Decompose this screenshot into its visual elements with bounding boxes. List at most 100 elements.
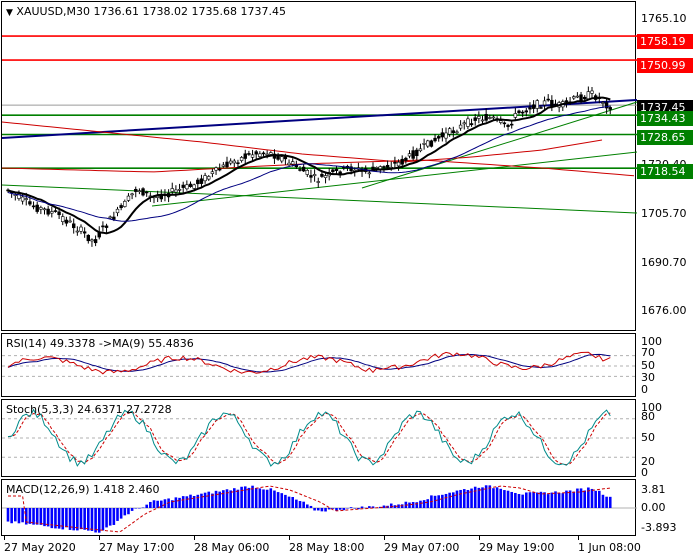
time-axis-label: 29 May 19:00 bbox=[479, 541, 555, 554]
price-axis-label: 1690.70 bbox=[641, 256, 687, 269]
stoch-axis-label: 100 bbox=[641, 401, 662, 414]
time-axis-label: 29 May 07:00 bbox=[384, 541, 460, 554]
price-candle bbox=[265, 153, 269, 156]
macd-histogram-bar bbox=[382, 505, 386, 508]
rsi-label: RSI(14) 49.3378 ->MA(9) 55.4836 bbox=[6, 337, 194, 350]
price-candle bbox=[535, 100, 539, 109]
price-candle bbox=[349, 166, 353, 172]
price-candle bbox=[400, 158, 404, 165]
macd-histogram-bar bbox=[433, 495, 437, 508]
macd-histogram-bar bbox=[138, 508, 141, 509]
stochastic-canvas bbox=[2, 408, 637, 467]
price-chart-panel[interactable]: ▼ XAUUSD,M30 1736.61 1738.02 1735.68 173… bbox=[1, 1, 637, 331]
macd-histogram-bar bbox=[353, 508, 357, 509]
macd-histogram-bar bbox=[211, 493, 214, 508]
price-candle bbox=[517, 110, 521, 114]
macd-panel[interactable]: MACD(12,26,9) 1.418 2.460 bbox=[1, 479, 637, 536]
price-candle bbox=[509, 123, 514, 126]
price-candle bbox=[374, 167, 379, 169]
price-candle bbox=[301, 166, 306, 172]
macd-histogram-bar bbox=[346, 508, 349, 509]
macd-histogram-bar bbox=[565, 490, 568, 508]
macd-histogram-bar bbox=[17, 508, 21, 524]
macd-histogram-bar bbox=[481, 487, 484, 508]
macd-histogram-bar bbox=[152, 500, 156, 508]
price-candle bbox=[429, 140, 434, 147]
price-candle bbox=[17, 193, 21, 199]
macd-histogram-bar bbox=[196, 494, 200, 508]
price-candle bbox=[422, 143, 426, 145]
macd-histogram-bar bbox=[594, 490, 597, 508]
macd-histogram-bar bbox=[291, 497, 294, 508]
symbol-label: XAUUSD,M30 bbox=[16, 5, 91, 18]
price-candle bbox=[499, 120, 503, 123]
macd-histogram-bar bbox=[532, 491, 535, 508]
price-candle bbox=[586, 91, 591, 100]
macd-histogram-bar bbox=[510, 491, 513, 508]
price-candle bbox=[539, 107, 543, 109]
macd-label: MACD(12,26,9) 1.418 2.460 bbox=[6, 483, 160, 496]
price-candle bbox=[488, 117, 492, 119]
macd-histogram-bar bbox=[108, 508, 112, 526]
macd-histogram-bar bbox=[466, 489, 470, 508]
price-candle bbox=[320, 173, 324, 177]
macd-histogram-bar bbox=[101, 508, 105, 531]
stoch-axis-label: 50 bbox=[641, 431, 655, 444]
price-candle bbox=[604, 102, 609, 109]
macd-histogram-bar bbox=[189, 494, 192, 508]
price-candle bbox=[440, 132, 445, 138]
macd-histogram-bar bbox=[112, 508, 116, 525]
price-candle bbox=[550, 99, 554, 107]
macd-histogram-bar bbox=[338, 508, 342, 510]
fast-moving-average-line bbox=[7, 96, 611, 235]
rsi-canvas bbox=[2, 351, 637, 377]
price-candle bbox=[385, 164, 390, 168]
stoch-axis-label: 80 bbox=[641, 410, 655, 423]
rsi-panel[interactable]: RSI(14) 49.3378 ->MA(9) 55.4836 bbox=[1, 333, 637, 397]
macd-histogram-bar bbox=[28, 508, 32, 524]
price-candle bbox=[316, 181, 320, 183]
macd-histogram-bar bbox=[214, 490, 218, 508]
macd-histogram-bar bbox=[473, 486, 477, 508]
macd-histogram-bar bbox=[145, 504, 148, 508]
macd-histogram-bar bbox=[546, 494, 550, 508]
price-candle bbox=[323, 175, 328, 178]
macd-histogram-bar bbox=[46, 508, 50, 527]
price-candle bbox=[181, 184, 185, 188]
stochastic-panel[interactable]: Stoch(5,3,3) 24.6371 27.2728 bbox=[1, 399, 637, 477]
stoch-axis-label: 20 bbox=[641, 455, 655, 468]
macd-histogram-bar bbox=[506, 490, 510, 508]
price-candle bbox=[546, 98, 550, 101]
price-candle bbox=[39, 207, 43, 210]
price-candle bbox=[269, 152, 273, 155]
price-candle bbox=[247, 153, 251, 155]
macd-histogram-bar bbox=[284, 494, 287, 508]
macd-histogram-bar bbox=[43, 508, 46, 527]
price-candle bbox=[228, 160, 233, 164]
price-candle bbox=[608, 107, 612, 110]
support-level-tag: 1718.54 bbox=[637, 164, 693, 179]
price-candle bbox=[232, 160, 236, 164]
macd-axis-label: 3.81 bbox=[641, 483, 666, 496]
macd-histogram-bar bbox=[119, 508, 123, 519]
collapse-triangle-icon[interactable]: ▼ bbox=[6, 8, 13, 18]
price-candle bbox=[192, 184, 196, 189]
price-candle bbox=[367, 172, 372, 175]
price-candle bbox=[480, 119, 485, 122]
price-axis-label: 1676.00 bbox=[641, 304, 687, 317]
open-value: 1736.61 bbox=[93, 5, 140, 18]
macd-histogram-bar bbox=[225, 489, 229, 508]
price-candle bbox=[79, 226, 83, 232]
macd-histogram-bar bbox=[441, 494, 444, 508]
price-candle bbox=[53, 210, 58, 212]
macd-histogram-bar bbox=[309, 505, 313, 508]
macd-histogram-bar bbox=[368, 506, 371, 508]
macd-histogram-bar bbox=[273, 490, 276, 508]
price-candle bbox=[458, 124, 463, 129]
macd-histogram-bar bbox=[10, 508, 13, 524]
macd-histogram-bar bbox=[455, 490, 459, 508]
macd-histogram-bar bbox=[452, 492, 455, 508]
macd-histogram-bar bbox=[499, 488, 503, 508]
price-candle bbox=[72, 223, 76, 229]
price-candle bbox=[331, 169, 335, 173]
